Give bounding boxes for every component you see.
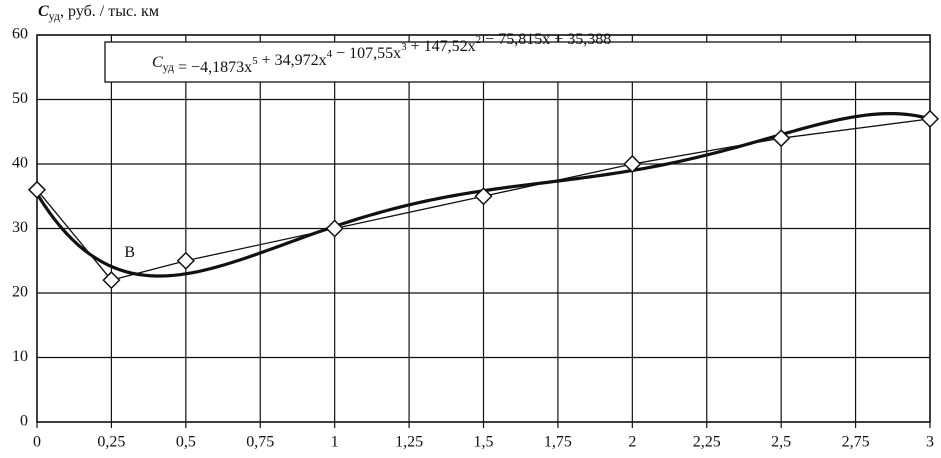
y-tick-label: 20: [12, 284, 28, 301]
x-tick-label: 2,25: [693, 434, 721, 451]
series-line: [36, 118, 931, 281]
annotation: B: [124, 244, 135, 261]
plot-frame: [36, 34, 931, 423]
y-tick-label: 0: [20, 413, 28, 430]
equation-box: [104, 41, 931, 83]
data-point: [772, 129, 791, 148]
y-axis-label: Cуд, руб. / тыс. км: [38, 3, 159, 23]
equation-sup: 5: [252, 55, 258, 67]
y-label-symbol: C: [38, 3, 49, 20]
data-point: [474, 187, 493, 206]
data-point: [102, 271, 121, 290]
equation-part: − 107,55x: [332, 45, 401, 62]
y-tick-label: 10: [12, 348, 28, 365]
x-tick-label: 1: [331, 434, 339, 451]
x-tick-label: 0,75: [246, 434, 274, 451]
equation-sup: 3: [401, 41, 407, 53]
x-tick-label: 2: [628, 434, 636, 451]
x-tick-label: 1,5: [474, 434, 494, 451]
data-point: [27, 180, 47, 199]
x-tick-label: 0,25: [97, 434, 125, 451]
x-tick-label: 1,75: [544, 434, 572, 451]
y-tick-label: 60: [12, 26, 28, 43]
x-tick-label: 2,5: [771, 434, 791, 451]
y-tick-label: 50: [12, 90, 28, 107]
equation-part: + 34,972x: [258, 52, 327, 69]
data-point: [176, 251, 195, 270]
equation-part: = −4,1873x: [174, 59, 252, 76]
x-tick-label: 2,75: [842, 434, 870, 451]
x-tick-label: 0,5: [176, 434, 196, 451]
y-label-text: , руб. / тыс. км: [60, 3, 159, 20]
data-point: [623, 154, 642, 174]
equation: Cуд = −4,1873x5 + 34,972x4 − 107,55x3 + …: [152, 31, 611, 76]
data-point: [325, 219, 344, 238]
equation-sup: 4: [327, 48, 333, 60]
equation-part: + 147,52x: [407, 38, 476, 55]
x-tick-label: 1,25: [395, 434, 423, 451]
y-tick-label: 30: [12, 219, 28, 236]
equation-sub: уд: [163, 60, 174, 74]
equation-sup: 2: [476, 34, 482, 46]
equation-part: − 75,815x + 35,388: [481, 31, 611, 48]
data-point: [920, 109, 940, 128]
equation-part: C: [152, 54, 163, 71]
x-tick-label: 3: [926, 434, 934, 451]
y-label-sub: уд: [49, 9, 60, 23]
y-tick-label: 40: [12, 155, 28, 172]
x-tick-label: 0: [33, 434, 41, 451]
